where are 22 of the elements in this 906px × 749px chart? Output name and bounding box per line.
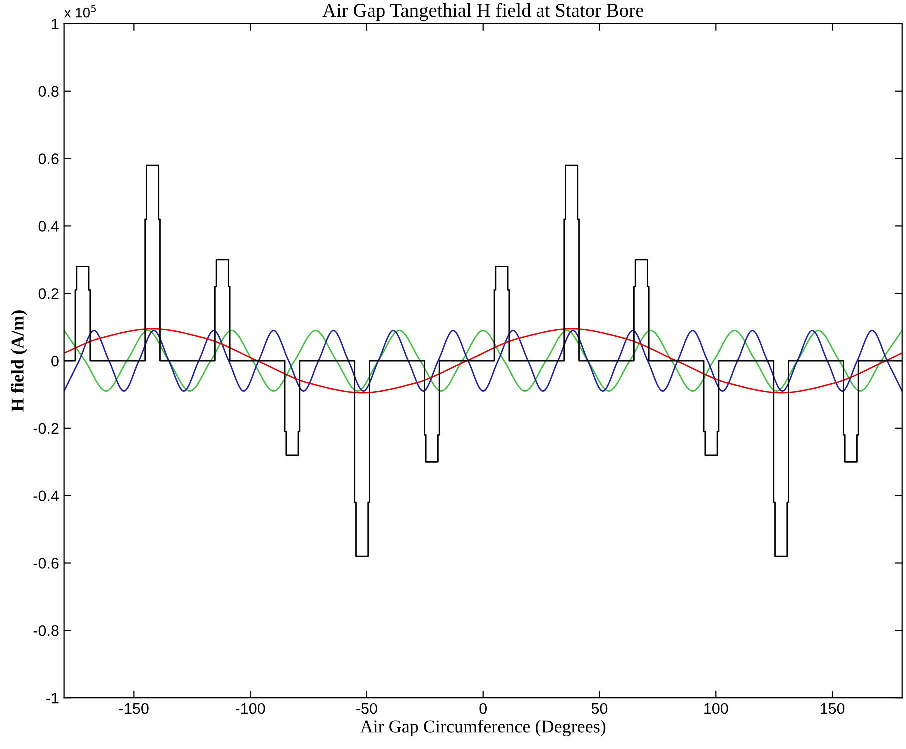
x-tick-label: 100 [704,703,728,714]
y-tick-label: -0.4 [34,490,60,502]
x-axis-title: Air Gap Circumference (Degrees) [360,720,606,737]
y-tick-label: -0.8 [34,626,59,636]
x-tick-label: 150 [820,703,845,714]
x-tick-label: 0 [480,703,487,714]
y-tick-label: 0.6 [38,154,59,164]
y-tick-label: -0.6 [34,558,59,569]
y-tick-label: 0 [52,356,59,367]
y-tick-label: -0.2 [34,423,59,434]
x-tick-label: -100 [236,703,266,714]
y-tick-label: 0.2 [38,288,59,300]
y-tick-label: 0.8 [38,86,59,98]
y-tick-label: 1 [52,18,59,30]
y-tick-label: -1 [46,693,59,704]
x-tick-label: 50 [592,703,608,714]
x-tick-label: -150 [120,703,149,714]
y-axis-title: H field (A/m) [11,310,28,412]
x-tick-label: -50 [356,703,378,714]
text: x 10$^{5}$ [64,5,96,18]
chart-title: Air Gap Tangethial H field at Stator Bore [322,3,644,22]
y-tick-label: 0.4 [38,221,60,232]
